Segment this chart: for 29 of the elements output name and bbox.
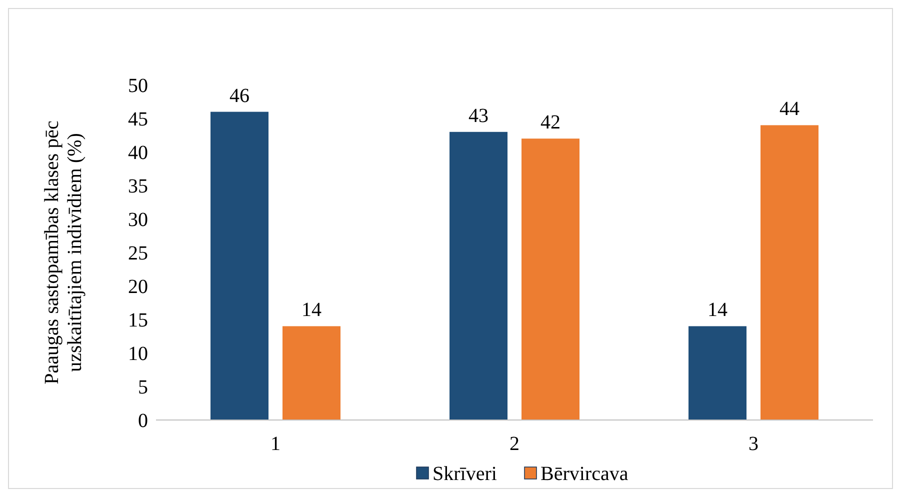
legend-label: Skrīveri: [432, 463, 498, 485]
y-tick-label: 50: [128, 75, 148, 97]
y-tick-label: 20: [128, 276, 148, 298]
data-label: 43: [468, 104, 488, 127]
data-label: 14: [708, 299, 728, 322]
bar: [450, 132, 508, 420]
data-label: 44: [780, 98, 800, 120]
y-tick-label: 0: [138, 410, 148, 432]
x-tick-label: 2: [510, 433, 520, 455]
y-axis-title: Paaugas sastopamības klases pēc uzskaitītajiem indivīdiem (%): [41, 120, 86, 384]
bar: [522, 138, 580, 420]
data-label: 42: [540, 112, 560, 134]
y-tick-label: 15: [128, 310, 148, 332]
bar: [282, 326, 340, 420]
data-label: 14: [302, 299, 322, 322]
y-tick-label: 35: [128, 176, 148, 198]
data-label: 46: [230, 84, 250, 107]
x-tick-label: 1: [270, 433, 280, 455]
y-tick-label: 30: [128, 209, 148, 231]
y-tick-label: 45: [128, 108, 148, 130]
legend-label: Bērvircava: [540, 463, 628, 485]
y-tick-label: 10: [128, 343, 148, 365]
y-tick-label: 40: [128, 142, 148, 164]
y-tick-label: 25: [128, 242, 148, 264]
bar: [688, 326, 746, 420]
y-tick-label: 5: [138, 376, 148, 398]
bar: [210, 112, 268, 420]
x-tick-label: 3: [748, 433, 758, 455]
bar: [760, 125, 818, 420]
